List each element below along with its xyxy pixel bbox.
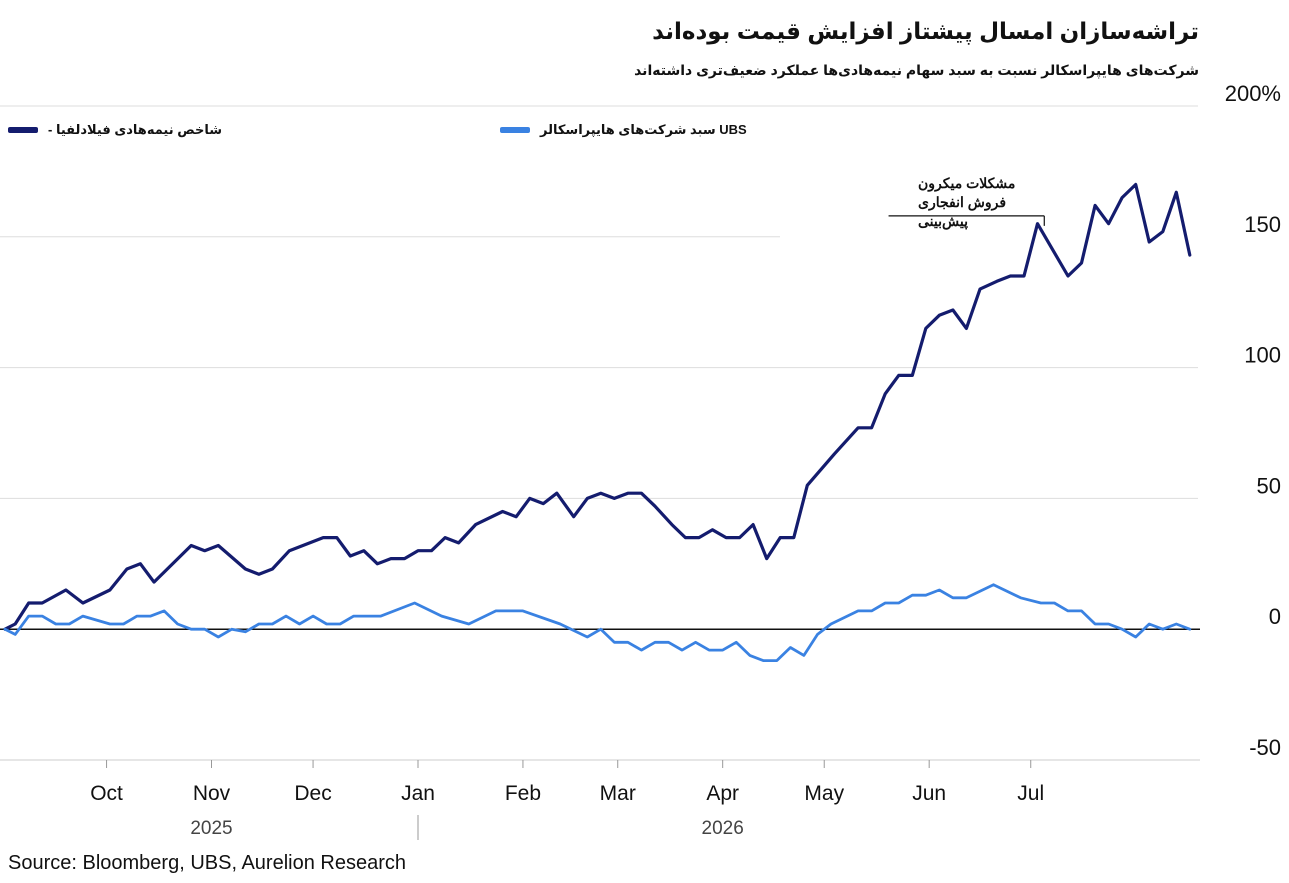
annotation-text: پیش‌بینی — [918, 213, 968, 230]
annotation-text: مشکلات میکرون — [918, 175, 1015, 192]
annotation-text: فروش انفجاری — [918, 194, 1006, 211]
x-tick-label: Nov — [193, 782, 231, 805]
x-tick-label: Mar — [600, 782, 636, 805]
year-label: 2025 — [190, 818, 232, 839]
legend-item-hyperscaler: UBS سبد شرکت‌های هایپراسکالر — [500, 122, 747, 138]
x-tick-label: Dec — [294, 782, 331, 805]
x-tick-label: Oct — [90, 782, 123, 805]
chart-subtitle: شرکت‌های هایپراسکالر نسبت به سبد سهام نی… — [634, 62, 1199, 78]
series-line-sox — [3, 182, 1192, 631]
x-tick-label: Jun — [912, 782, 946, 805]
chart-title: تراشه‌سازان امسال پیشتاز افزایش قیمت بود… — [652, 18, 1199, 44]
x-tick-label: Feb — [505, 782, 541, 805]
y-tick-label: 200% — [1225, 81, 1281, 106]
x-tick-label: Apr — [706, 782, 739, 805]
x-tick-label: May — [804, 782, 844, 805]
year-label: 2026 — [702, 818, 744, 839]
source-note: Source: Bloomberg, UBS, Aurelion Researc… — [8, 852, 406, 874]
legend-swatch-hyperscaler — [500, 127, 530, 133]
legend-label-hyperscaler: UBS سبد شرکت‌های هایپراسکالر — [540, 122, 747, 137]
y-tick-label: 50 — [1257, 473, 1281, 498]
x-tick-label: Jan — [401, 782, 435, 805]
y-tick-label: -50 — [1249, 735, 1281, 760]
y-tick-label: 150 — [1244, 212, 1281, 237]
x-tick-label: Jul — [1017, 782, 1044, 805]
y-tick-label: 100 — [1244, 343, 1281, 368]
legend-label-sox: شاخص نیمه‌هادی فیلادلفیا - — [48, 122, 222, 137]
series-line-hyperscaler — [3, 583, 1192, 662]
legend-swatch-sox — [8, 127, 38, 133]
legend-item-sox: شاخص نیمه‌هادی فیلادلفیا - — [8, 122, 222, 138]
y-tick-label: 0 — [1269, 604, 1281, 629]
